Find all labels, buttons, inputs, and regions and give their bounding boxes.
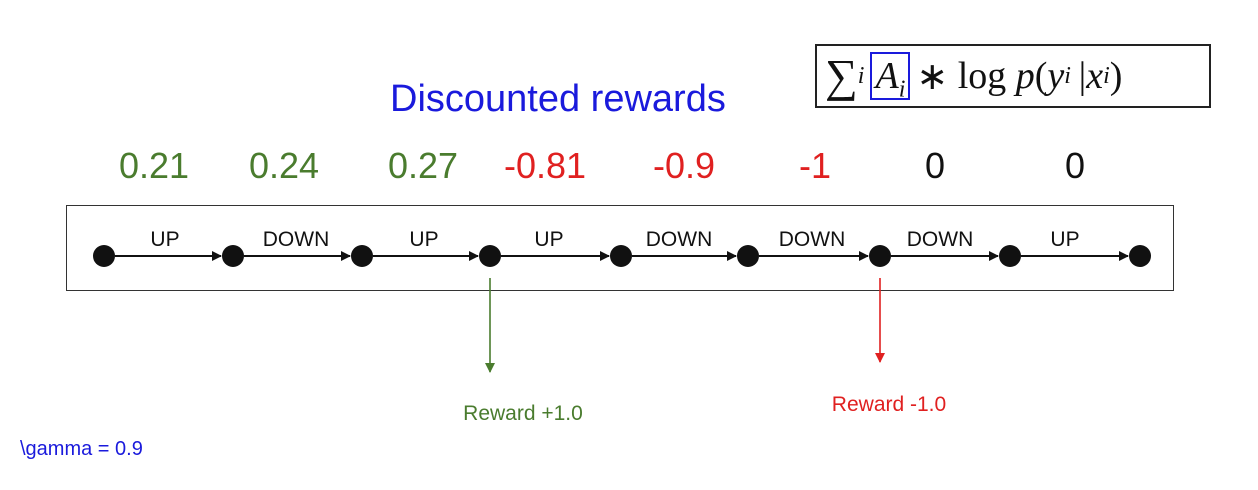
state-node (869, 245, 891, 267)
policy-gradient-formula: ∑ i Ai ∗ log p(y i | x i) (815, 44, 1211, 108)
action-label: UP (1050, 228, 1080, 251)
action-label: UP (534, 228, 564, 251)
multiply-operator: ∗ (916, 55, 949, 98)
discounted-value: 0 (1064, 145, 1086, 186)
x-symbol: x (1086, 55, 1104, 97)
gamma-note: \gamma = 0.9 (20, 438, 143, 460)
action-label: DOWN (906, 228, 974, 251)
close-paren: ) (1109, 55, 1123, 97)
discounted-value: 0.21 (118, 145, 190, 186)
action-label: DOWN (262, 228, 330, 251)
discounted-values-row: 0.21 0.24 0.27 -0.81 -0.9 -1 0 0 (0, 145, 1258, 189)
reward-negative-label: Reward -1.0 (831, 393, 947, 416)
reward-positive-label: Reward +1.0 (463, 402, 583, 425)
log-function: log (957, 55, 1007, 97)
open-paren: ( (1034, 55, 1048, 97)
discounted-value: -1 (798, 145, 832, 186)
action-label: UP (409, 228, 439, 251)
discounted-value: 0.24 (248, 145, 320, 186)
action-label: UP (150, 228, 180, 251)
conditional-bar: | (1078, 55, 1087, 97)
state-node (479, 245, 501, 267)
state-node (93, 245, 115, 267)
y-index: i (1064, 62, 1071, 89)
state-node (737, 245, 759, 267)
sum-index: i (857, 62, 865, 89)
trajectory-box (66, 205, 1174, 291)
x-index: i (1103, 62, 1110, 89)
state-node (610, 245, 632, 267)
state-node (999, 245, 1021, 267)
discounted-value: -0.81 (503, 145, 587, 186)
advantage-index: i (898, 76, 906, 103)
y-symbol: y (1047, 55, 1065, 97)
advantage-term: Ai (870, 52, 911, 103)
sum-symbol: ∑ (825, 50, 858, 101)
state-node (351, 245, 373, 267)
p-symbol: p (1015, 55, 1035, 97)
discounted-value: 0 (924, 145, 946, 186)
action-label: DOWN (778, 228, 846, 251)
advantage-symbol: A (875, 55, 899, 97)
action-label: DOWN (645, 228, 713, 251)
slide-title: Discounted rewards (390, 78, 726, 120)
state-node (1129, 245, 1151, 267)
state-node (222, 245, 244, 267)
discounted-value: 0.27 (387, 145, 459, 186)
discounted-value: -0.9 (652, 145, 716, 186)
